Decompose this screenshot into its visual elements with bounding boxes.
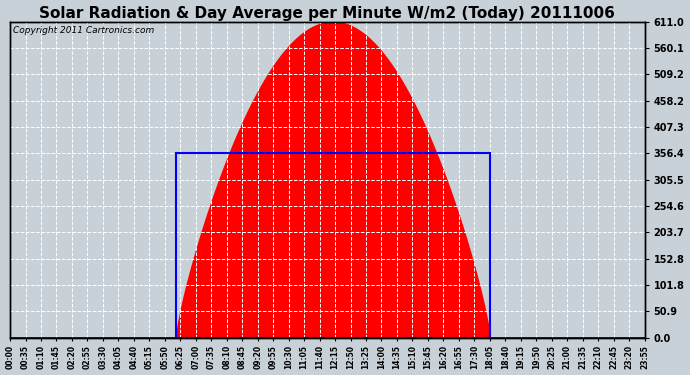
Title: Solar Radiation & Day Average per Minute W/m2 (Today) 20111006: Solar Radiation & Day Average per Minute… [39, 6, 615, 21]
Bar [176, 153, 490, 338]
Text: Copyright 2011 Cartronics.com: Copyright 2011 Cartronics.com [13, 27, 155, 36]
